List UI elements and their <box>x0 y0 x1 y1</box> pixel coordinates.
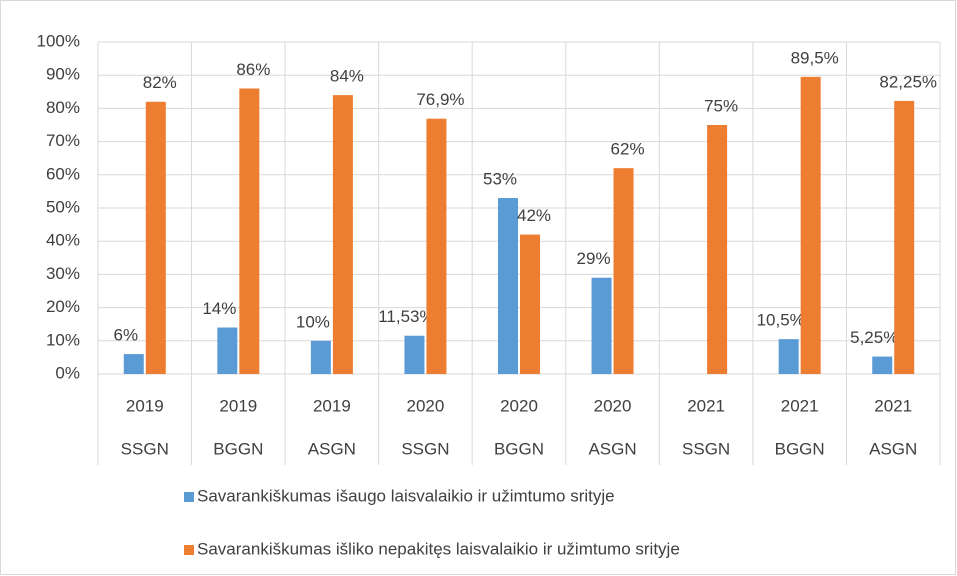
data-label: 11,53% <box>378 307 434 326</box>
bar <box>332 95 353 375</box>
y-tick-label: 0% <box>55 363 80 382</box>
x-group-label: BGGN <box>494 439 544 458</box>
bar <box>778 339 799 374</box>
bar <box>591 277 612 374</box>
data-label: 82% <box>143 73 177 92</box>
y-tick-label: 50% <box>46 197 80 216</box>
bar <box>613 168 634 374</box>
x-tick-label: 2021 <box>874 396 912 415</box>
x-group-label: SSGN <box>682 439 730 458</box>
bar <box>800 76 821 375</box>
data-label: 10,5% <box>757 311 805 330</box>
y-tick-label: 60% <box>46 164 80 183</box>
x-tick-label: 2020 <box>500 396 538 415</box>
data-label: 6% <box>113 326 138 345</box>
x-group-label: ASGN <box>308 439 356 458</box>
data-label: 75% <box>704 96 738 115</box>
y-tick-label: 70% <box>46 131 80 150</box>
x-tick-label: 2019 <box>313 396 351 415</box>
data-label: 5,25% <box>850 328 898 347</box>
x-tick-label: 2021 <box>687 396 725 415</box>
bar <box>426 118 447 374</box>
data-label: 76,9% <box>416 90 464 109</box>
y-tick-label: 10% <box>46 330 80 349</box>
data-label: 84% <box>330 67 364 86</box>
bar <box>707 125 728 374</box>
legend-label: Savarankiškumas išaugo laisvalaikio ir u… <box>197 486 615 505</box>
data-label: 42% <box>517 206 551 225</box>
y-tick-label: 90% <box>46 65 80 84</box>
data-label: 82,25% <box>879 72 937 91</box>
bar <box>894 100 915 375</box>
bar <box>872 356 893 374</box>
x-tick-label: 2020 <box>407 396 445 415</box>
y-tick-label: 80% <box>46 98 80 117</box>
bar <box>145 101 166 374</box>
bar <box>123 354 144 374</box>
bar <box>498 198 518 374</box>
data-label: 86% <box>236 60 270 79</box>
y-tick-label: 30% <box>46 264 80 283</box>
bar <box>404 335 425 374</box>
data-label: 29% <box>577 249 611 268</box>
y-tick-label: 20% <box>46 297 80 316</box>
bar <box>239 88 260 374</box>
x-tick-label: 2020 <box>594 396 632 415</box>
legend-swatch <box>184 545 194 555</box>
x-group-label: ASGN <box>869 439 917 458</box>
x-group-label: SSGN <box>401 439 449 458</box>
bar <box>310 340 331 374</box>
x-group-label: BGGN <box>775 439 825 458</box>
x-group-label: SSGN <box>121 439 169 458</box>
y-tick-label: 100% <box>37 31 80 50</box>
x-tick-label: 2021 <box>781 396 819 415</box>
data-label: 14% <box>202 299 236 318</box>
x-tick-label: 2019 <box>126 396 164 415</box>
bar <box>217 327 238 374</box>
x-group-label: BGGN <box>213 439 263 458</box>
x-group-label: ASGN <box>588 439 636 458</box>
data-label: 89,5% <box>791 48 839 67</box>
x-tick-label: 2019 <box>219 396 257 415</box>
legend-swatch <box>184 492 194 502</box>
y-tick-label: 40% <box>46 231 80 250</box>
bar <box>520 234 540 374</box>
data-label: 62% <box>611 140 645 159</box>
data-label: 10% <box>296 312 330 331</box>
data-label: 53% <box>483 170 517 189</box>
legend-label: Savarankiškumas išliko nepakitęs laisval… <box>197 539 680 558</box>
